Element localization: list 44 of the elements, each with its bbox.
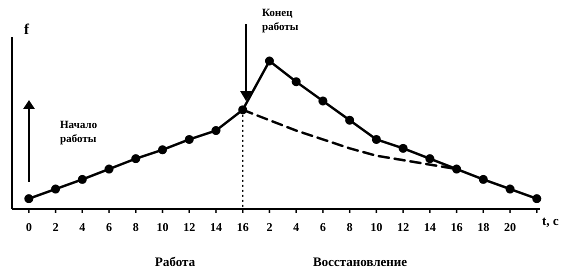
x-tick-label: 12 (183, 220, 196, 234)
x-tick-label: 16 (236, 220, 249, 234)
x-tick-label: 14 (424, 220, 436, 234)
x-tick-label: 14 (210, 220, 222, 234)
x-tick-label: 4 (293, 220, 300, 234)
x-tick-label: 6 (106, 220, 112, 234)
x-tick-label: 16 (450, 220, 463, 234)
x-tick-label: 10 (156, 220, 169, 234)
point (264, 56, 274, 66)
x-tick-label: 8 (132, 220, 139, 234)
point (184, 134, 194, 144)
x-tick-label: 8 (346, 220, 353, 234)
text: Конец работы (262, 7, 299, 33)
x-tick-label: 10 (370, 220, 382, 234)
text: Восстановление (312, 254, 408, 269)
point (398, 144, 408, 153)
x-tick-label: 18 (477, 220, 490, 234)
point (345, 116, 354, 125)
point (372, 134, 381, 144)
x-tick-label: 6 (320, 220, 326, 234)
x-tick-label: 4 (79, 220, 86, 234)
x-tick-label: 20 (504, 220, 516, 234)
point (318, 96, 328, 106)
text: Работа (154, 254, 196, 269)
x-tick-label: 2 (266, 220, 272, 234)
point (51, 184, 60, 194)
point (292, 77, 301, 86)
point (425, 154, 434, 164)
point (478, 174, 488, 184)
point (24, 194, 34, 204)
point (131, 154, 140, 164)
point (78, 174, 87, 184)
point (211, 126, 220, 136)
x-tick-label: 2 (52, 220, 59, 234)
x-tick-label: 12 (397, 220, 410, 234)
point (158, 145, 168, 154)
x-tick-label: 0 (26, 220, 32, 234)
point (452, 164, 462, 174)
y-axis-title: f (24, 22, 30, 38)
point (506, 184, 515, 194)
point (532, 194, 542, 204)
x-axis-title: t, c (542, 213, 559, 228)
annotation: Начало работы (60, 119, 98, 145)
point (104, 164, 114, 174)
